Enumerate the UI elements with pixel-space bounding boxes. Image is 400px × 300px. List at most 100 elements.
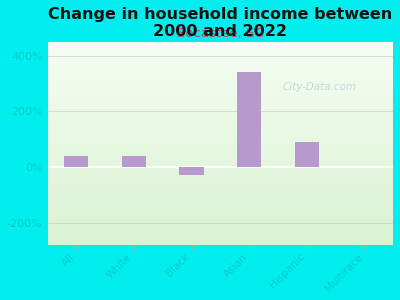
Bar: [48, 115, 393, 117]
Bar: [48, 86, 393, 88]
Bar: [48, 72, 393, 74]
Bar: [48, 210, 393, 212]
Bar: [48, 149, 393, 152]
Bar: [48, 76, 393, 78]
Bar: [48, 232, 393, 235]
Bar: [48, 184, 393, 186]
Bar: [48, 160, 393, 162]
Bar: [48, 62, 393, 64]
Bar: [48, 174, 393, 176]
Bar: [48, 194, 393, 196]
Bar: [48, 68, 393, 70]
Bar: [48, 44, 393, 46]
Bar: [48, 111, 393, 113]
Bar: [48, 54, 393, 56]
Bar: [48, 78, 393, 80]
Bar: [48, 50, 393, 52]
Bar: [48, 121, 393, 123]
Bar: [294, 142, 319, 167]
Bar: [48, 229, 393, 230]
Bar: [48, 226, 393, 229]
Bar: [48, 131, 393, 133]
Bar: [48, 70, 393, 72]
Bar: [48, 176, 393, 178]
Bar: [48, 66, 393, 68]
Bar: [48, 137, 393, 139]
Bar: [48, 42, 393, 44]
Bar: [48, 168, 393, 170]
Bar: [48, 220, 393, 222]
Bar: [48, 190, 393, 192]
Bar: [48, 204, 393, 206]
Bar: [48, 129, 393, 131]
Bar: [48, 212, 393, 214]
Bar: [48, 135, 393, 137]
Bar: [48, 117, 393, 119]
Bar: [48, 170, 393, 172]
Bar: [64, 156, 88, 167]
Bar: [180, 167, 204, 175]
Bar: [48, 188, 393, 190]
Bar: [48, 239, 393, 241]
Bar: [48, 101, 393, 103]
Bar: [48, 216, 393, 218]
Bar: [48, 94, 393, 97]
Bar: [48, 125, 393, 127]
Text: City-Data.com: City-Data.com: [282, 82, 357, 92]
Bar: [48, 230, 393, 232]
Bar: [48, 172, 393, 174]
Bar: [48, 82, 393, 85]
Bar: [48, 218, 393, 220]
Bar: [48, 127, 393, 129]
Bar: [48, 105, 393, 107]
Text: Socastee, SC: Socastee, SC: [177, 27, 264, 40]
Bar: [48, 186, 393, 188]
Bar: [122, 156, 146, 167]
Bar: [48, 162, 393, 164]
Title: Change in household income between
2000 and 2022: Change in household income between 2000 …: [48, 7, 392, 39]
Bar: [48, 147, 393, 149]
Bar: [48, 93, 393, 94]
Bar: [48, 74, 393, 77]
Bar: [48, 196, 393, 198]
Bar: [48, 198, 393, 200]
Bar: [48, 88, 393, 91]
Bar: [48, 202, 393, 204]
Bar: [48, 214, 393, 216]
Bar: [48, 52, 393, 54]
Bar: [48, 206, 393, 208]
Bar: [48, 56, 393, 58]
Bar: [48, 141, 393, 143]
Bar: [48, 158, 393, 160]
Bar: [48, 97, 393, 99]
Bar: [48, 91, 393, 93]
Bar: [48, 182, 393, 184]
Bar: [48, 46, 393, 48]
Bar: [48, 155, 393, 158]
Bar: [48, 146, 393, 147]
Bar: [48, 123, 393, 125]
Bar: [48, 166, 393, 168]
Bar: [48, 48, 393, 50]
Bar: [48, 235, 393, 237]
Bar: [48, 178, 393, 180]
Bar: [48, 154, 393, 155]
Bar: [48, 192, 393, 194]
Bar: [48, 222, 393, 224]
Bar: [48, 152, 393, 154]
Bar: [48, 64, 393, 66]
Bar: [48, 60, 393, 62]
Bar: [48, 224, 393, 226]
Bar: [48, 113, 393, 115]
Bar: [48, 99, 393, 101]
Bar: [48, 80, 393, 83]
Bar: [48, 200, 393, 202]
Bar: [48, 237, 393, 239]
Bar: [48, 103, 393, 105]
Bar: [48, 119, 393, 121]
Bar: [48, 241, 393, 243]
Bar: [48, 133, 393, 135]
Bar: [48, 85, 393, 86]
Bar: [48, 143, 393, 146]
Bar: [48, 208, 393, 210]
